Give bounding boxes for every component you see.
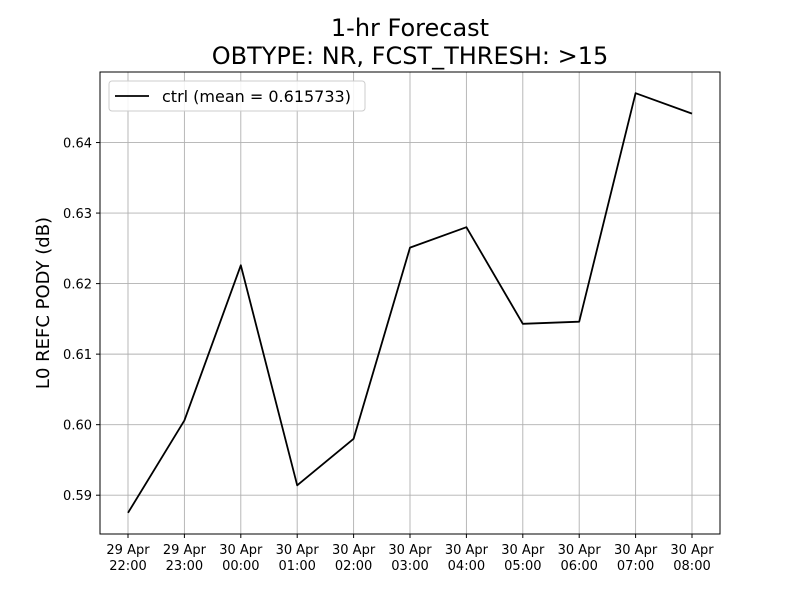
series-line: [127, 92, 693, 514]
x-tick-label: 30 Apr 00:00: [219, 543, 263, 574]
x-tick-label: 30 Apr 04:00: [445, 543, 489, 574]
x-tick-label: 29 Apr 22:00: [106, 543, 150, 574]
axes: 29 Apr 22:00 29 Apr 23:00 30 Apr 00:00 30 Apr 0…: [63, 71, 721, 574]
x-tick-label: 29 Apr 23:00: [163, 543, 207, 574]
x-tick-label: 30 Apr 07:00: [614, 543, 658, 574]
x-tick-label: 30 Apr 03:00: [388, 543, 432, 574]
x-tick-label: 30 Apr 02:00: [332, 543, 376, 574]
grid: [100, 72, 720, 534]
y-tick-label: 0.63: [63, 207, 92, 222]
y-axis-label: L0 REFC PODY (dB): [33, 217, 54, 389]
x-tick-label: 30 Apr 08:00: [670, 543, 714, 574]
legend: ctrl (mean = 0.615733): [108, 80, 366, 112]
legend-label: ctrl (mean = 0.615733): [162, 87, 351, 106]
plot-frame: [99, 71, 721, 535]
series-layer: [127, 92, 693, 514]
y-tick-label: 0.60: [63, 419, 92, 434]
x-tick-label: 30 Apr 01:00: [276, 543, 320, 574]
chart-title: 1-hr Forecast: [331, 14, 489, 42]
x-tick-label: 30 Apr 05:00: [501, 543, 545, 574]
y-tick-label: 0.59: [63, 489, 92, 504]
y-tick-label: 0.64: [63, 137, 92, 152]
y-tick-label: 0.61: [63, 348, 92, 363]
x-tick-label: 30 Apr 06:00: [558, 543, 602, 574]
chart-subtitle: OBTYPE: NR, FCST_THRESH: >15: [212, 42, 609, 70]
legend-box: [108, 80, 366, 112]
y-tick-label: 0.62: [63, 278, 92, 293]
